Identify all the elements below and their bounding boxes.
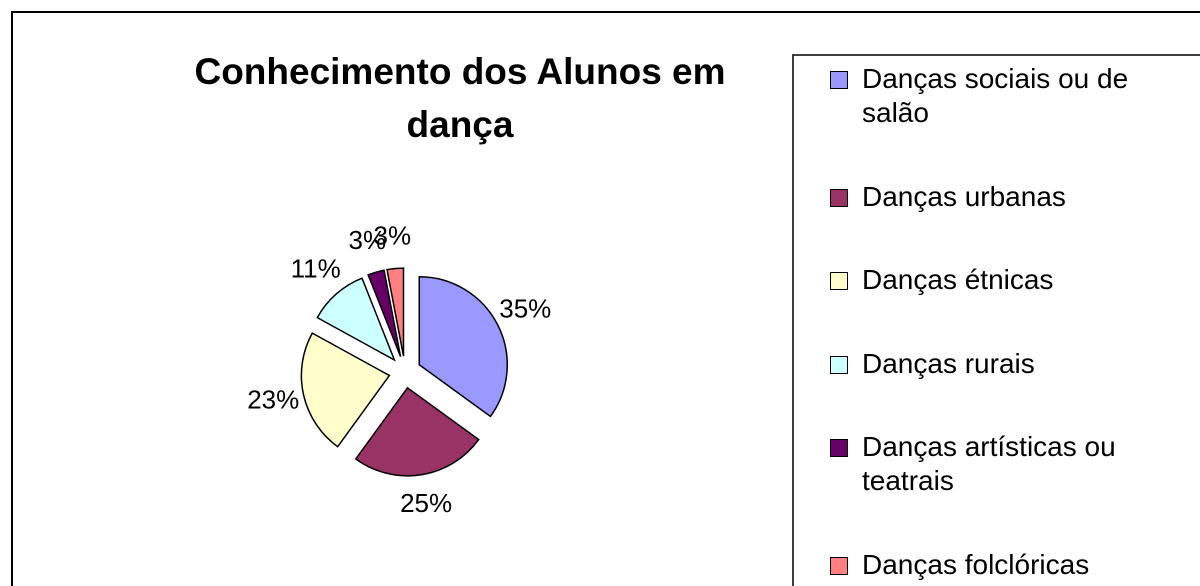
chart-frame (11, 11, 1200, 586)
legend-label: Danças folclóricas (862, 548, 1090, 580)
data-label: 35% (499, 294, 551, 324)
data-label: 25% (400, 488, 452, 518)
legend-swatch (830, 355, 848, 374)
legend-label: Danças artísticas ou teatrais (862, 431, 1116, 497)
legend-item: Danças urbanas (830, 180, 1190, 214)
pie-slice (354, 386, 480, 477)
legend-item: Danças folclóricas (830, 548, 1190, 582)
data-label: 3% (374, 220, 412, 250)
legend-frame (792, 54, 1200, 586)
legend-label: Danças étnicas (862, 264, 1054, 296)
data-label: 11% (291, 254, 341, 284)
legend-item: Danças artísticas ou teatrais (830, 430, 1190, 498)
pie-slice (386, 267, 405, 357)
legend-item: Danças étnicas (830, 263, 1190, 297)
legend-label: Danças urbanas (862, 180, 1066, 212)
legend: Danças sociais ou de salão Danças urbanas… (830, 62, 1190, 582)
data-label: 23% (247, 384, 299, 414)
pie-slice (367, 269, 402, 357)
pie-slice (300, 332, 391, 448)
legend-item: Danças rurais (830, 347, 1190, 381)
chart-title: Conhecimento dos Alunos em dança (194, 51, 726, 145)
legend-item: Danças sociais ou de salão (830, 62, 1190, 130)
legend-swatch (830, 71, 848, 89)
legend-swatch (830, 272, 848, 291)
data-label: 3% (349, 225, 387, 255)
pie-slice (316, 277, 396, 362)
pie-slice (418, 275, 508, 418)
legend-swatch (830, 556, 848, 575)
legend-label: Danças rurais (862, 347, 1035, 379)
legend-swatch (830, 188, 848, 207)
legend-swatch (830, 439, 848, 458)
legend-label: Danças sociais ou de salão (862, 63, 1129, 128)
